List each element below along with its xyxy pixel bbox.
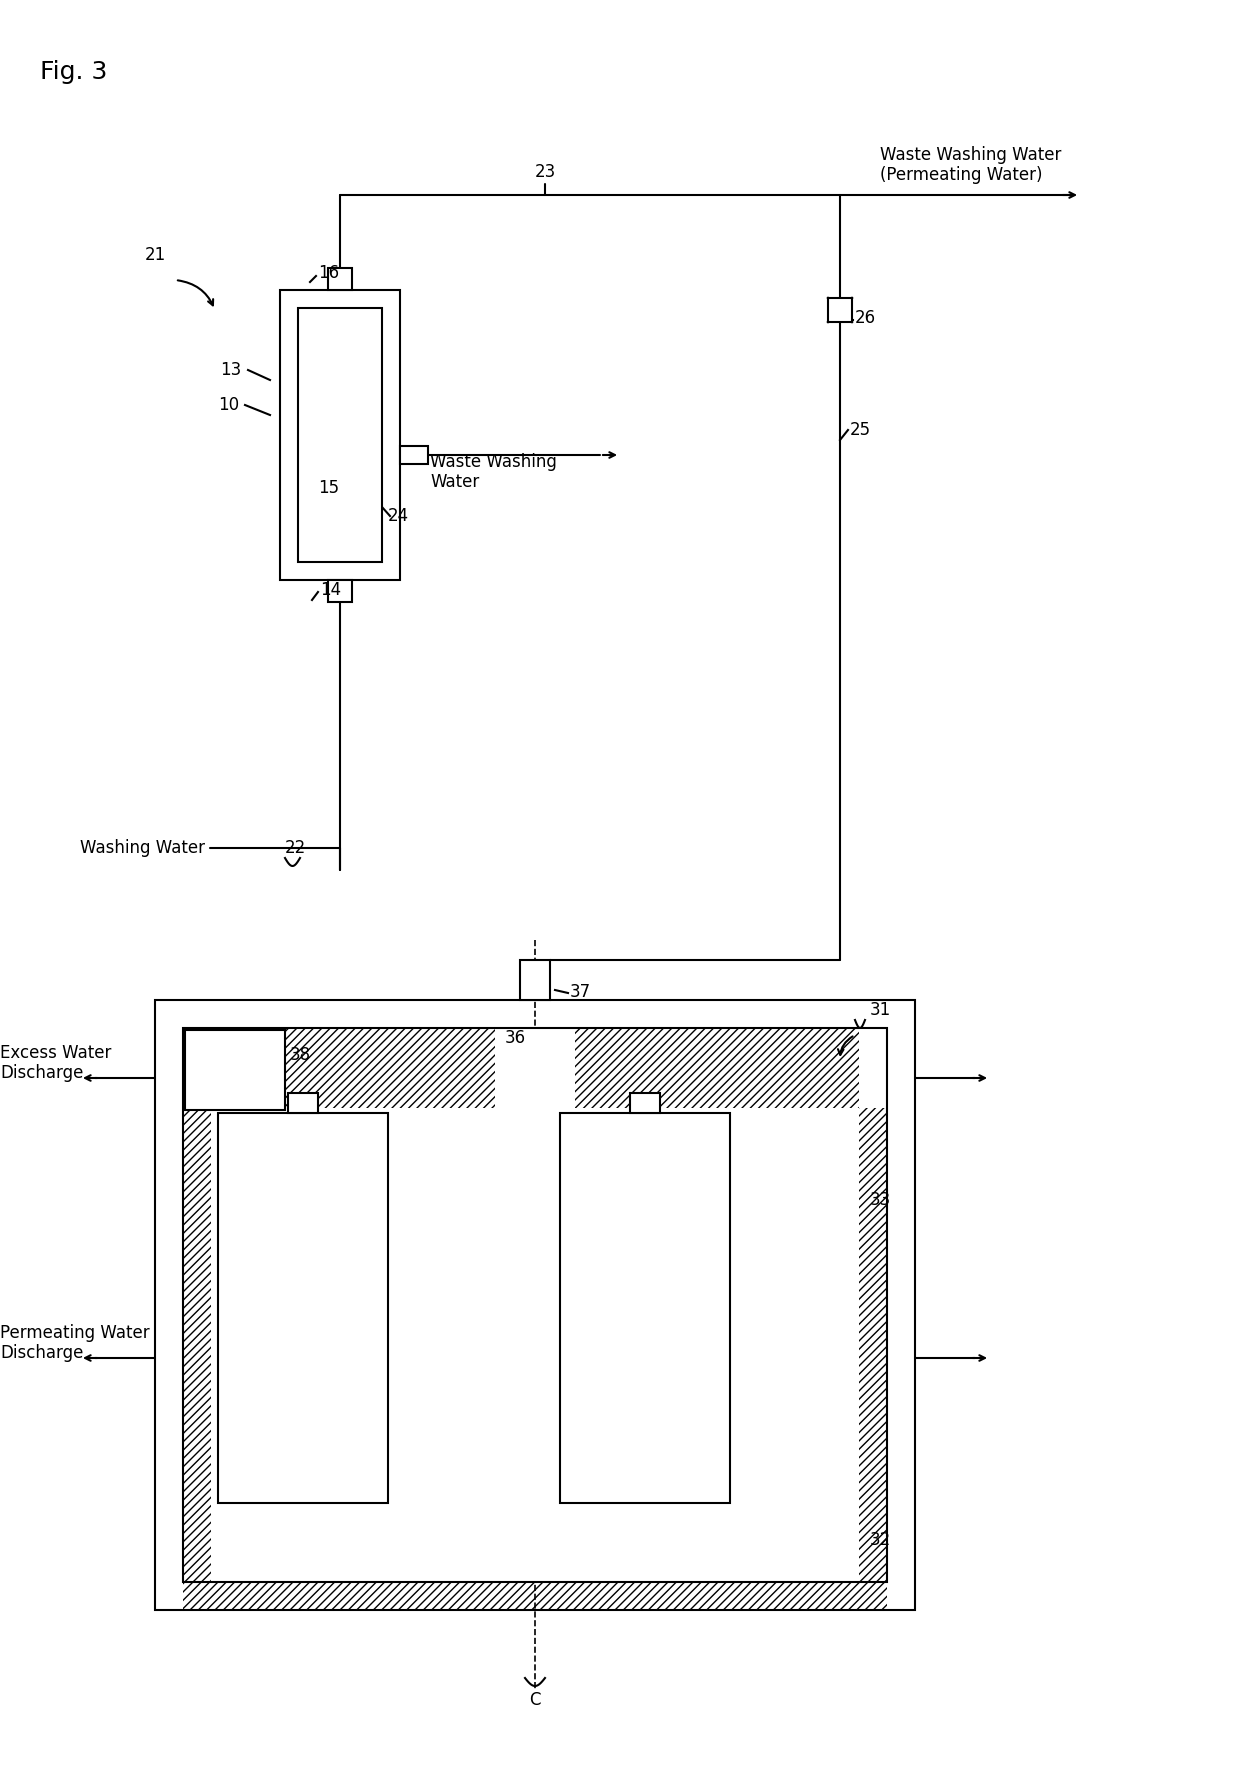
- Bar: [520, 960, 551, 1001]
- Bar: [184, 1027, 495, 1109]
- Text: 25: 25: [849, 421, 872, 438]
- Bar: [560, 1114, 730, 1503]
- Bar: [280, 290, 401, 580]
- Bar: [329, 269, 352, 290]
- Bar: [184, 1109, 211, 1582]
- Text: 26: 26: [856, 309, 877, 327]
- Text: Permeating Water
Discharge: Permeating Water Discharge: [0, 1324, 150, 1363]
- Text: Fig. 3: Fig. 3: [40, 60, 108, 85]
- Bar: [575, 1027, 859, 1109]
- Bar: [859, 1109, 887, 1582]
- Text: 10: 10: [218, 396, 239, 414]
- Text: 31: 31: [870, 1001, 892, 1018]
- Bar: [184, 1582, 887, 1611]
- Bar: [298, 308, 382, 562]
- Text: 35
(35'): 35 (35'): [626, 1259, 665, 1298]
- Text: 24: 24: [388, 507, 409, 525]
- Bar: [185, 1031, 285, 1110]
- Bar: [329, 580, 352, 601]
- Text: 33: 33: [870, 1192, 892, 1209]
- Text: 32: 32: [870, 1531, 892, 1549]
- Text: 35
(35'): 35 (35'): [284, 1259, 322, 1298]
- Text: Waste Washing Water
(Permeating Water): Waste Washing Water (Permeating Water): [880, 145, 1061, 184]
- Text: Waste Washing
Water: Waste Washing Water: [430, 453, 557, 492]
- Text: 23: 23: [534, 163, 556, 180]
- Text: 14: 14: [320, 582, 341, 599]
- Text: 16: 16: [317, 263, 339, 283]
- Bar: [184, 1027, 887, 1582]
- Text: 34: 34: [293, 1475, 314, 1492]
- Text: Excess Water
Discharge: Excess Water Discharge: [0, 1043, 112, 1082]
- Bar: [401, 446, 428, 463]
- Text: Washing Water: Washing Water: [81, 840, 205, 857]
- Text: 36: 36: [505, 1029, 526, 1047]
- Bar: [288, 1093, 317, 1114]
- Text: 21: 21: [145, 246, 166, 263]
- Text: C: C: [529, 1690, 541, 1710]
- Text: 15: 15: [317, 479, 339, 497]
- Text: 13: 13: [219, 361, 242, 378]
- Bar: [218, 1114, 388, 1503]
- Text: 22: 22: [285, 840, 306, 857]
- Bar: [828, 299, 852, 322]
- Text: 38: 38: [290, 1047, 311, 1064]
- Bar: [630, 1093, 660, 1114]
- Bar: [155, 1001, 915, 1611]
- Text: 37: 37: [570, 983, 591, 1001]
